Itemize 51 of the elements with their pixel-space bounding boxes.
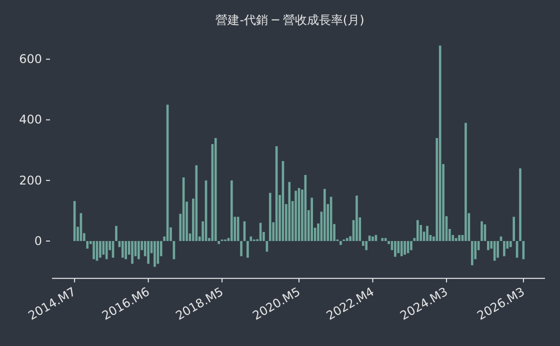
bar — [138, 241, 140, 260]
y-tick-label: 200 — [19, 173, 42, 188]
bar — [92, 241, 95, 260]
bar — [214, 138, 217, 242]
bar — [115, 226, 118, 242]
y-tick-label: 600 — [19, 52, 42, 66]
bar — [154, 241, 156, 267]
bar — [340, 241, 342, 245]
bar — [218, 241, 220, 244]
y-tick-label: 0 — [34, 234, 42, 248]
bar — [365, 241, 368, 250]
bar — [397, 241, 400, 254]
bar — [240, 241, 242, 256]
bar — [487, 241, 490, 250]
bar — [86, 241, 89, 249]
bar — [464, 122, 467, 242]
bar — [288, 182, 291, 242]
bar — [362, 241, 364, 246]
bar — [454, 238, 458, 242]
bar — [230, 180, 233, 242]
bar — [416, 220, 419, 242]
bar — [509, 241, 512, 248]
bar — [381, 238, 384, 242]
bar — [147, 241, 150, 264]
bar — [410, 241, 412, 250]
bar — [310, 198, 313, 242]
chart-title: 營建-代銷 ─ 營收成長率(月) — [216, 13, 364, 27]
bar — [426, 226, 428, 242]
bar — [394, 241, 396, 257]
bar — [124, 241, 128, 260]
bar — [294, 190, 297, 242]
bar — [99, 241, 102, 258]
bar — [268, 192, 272, 242]
bar — [246, 241, 249, 258]
bar — [512, 216, 515, 242]
bar — [404, 241, 406, 255]
bar — [470, 241, 474, 266]
bar — [356, 196, 358, 242]
bar — [480, 221, 483, 242]
bar — [131, 241, 134, 264]
bar — [195, 165, 198, 242]
bar — [458, 234, 460, 242]
bar — [105, 241, 108, 260]
bar — [323, 188, 326, 242]
y-tick-label: 400 — [19, 112, 42, 127]
bar — [503, 241, 506, 256]
bar — [519, 168, 522, 242]
bar — [121, 241, 124, 258]
bar — [372, 236, 374, 242]
bar — [400, 241, 403, 256]
bar — [496, 241, 499, 258]
